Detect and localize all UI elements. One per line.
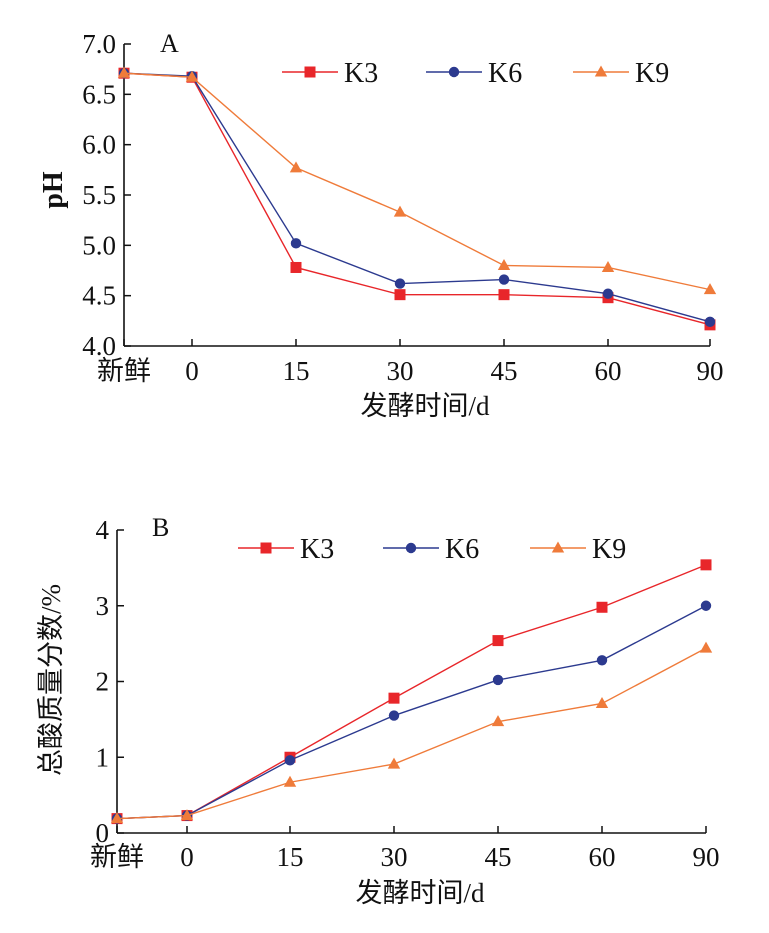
- x-tick-label: 0: [185, 356, 199, 386]
- data-point-k9: [185, 70, 199, 82]
- data-point-k9: [289, 161, 303, 173]
- data-point-k6: [602, 288, 614, 299]
- y-tick-label: 4.5: [82, 281, 116, 311]
- x-tick-label: 90: [693, 842, 720, 872]
- y-tick-label: 6.5: [82, 79, 116, 109]
- x-axis-label-b: 发酵时间/d: [355, 878, 485, 908]
- data-point-k6: [492, 674, 504, 686]
- data-point-k6: [498, 274, 510, 285]
- x-tick-label: 15: [277, 842, 304, 872]
- x-tick-label: 60: [589, 842, 616, 872]
- data-point-k9: [180, 809, 194, 821]
- x-tick-label: 新鲜: [97, 356, 151, 386]
- data-point-k3: [596, 601, 608, 613]
- y-axis-label-a: pH: [38, 171, 69, 209]
- y-tick-label: 5.5: [82, 180, 116, 210]
- x-tick-label: 15: [283, 356, 310, 386]
- data-point-k6: [388, 710, 400, 721]
- legend-label-k6: K6: [488, 58, 522, 89]
- data-point-k3: [700, 559, 712, 571]
- x-axis-label-a: 发酵时间/d: [360, 391, 490, 421]
- data-point-k9: [491, 715, 505, 727]
- panel-label-b: B: [152, 513, 169, 542]
- x-tick-label: 45: [491, 356, 518, 386]
- series-line-k3: [116, 564, 707, 820]
- y-tick-label: 2: [96, 667, 110, 697]
- data-point-k3: [388, 692, 400, 704]
- data-point-k6: [284, 755, 296, 766]
- data-point-k9: [699, 641, 713, 653]
- series-line-k6: [123, 72, 711, 323]
- data-point-k9: [595, 696, 609, 708]
- y-tick-label: 0: [96, 818, 110, 848]
- data-point-k6: [704, 316, 716, 328]
- data-point-k6: [290, 238, 302, 249]
- data-point-k9: [497, 258, 511, 270]
- y-tick-label: 4.0: [82, 331, 116, 361]
- chart-panel-a: A pH 发酵时间/d 4.0 4.5 5.0 5.5 6.0 6.5 7.0 新鲜 0 15 30…: [38, 29, 724, 421]
- data-point-k9: [393, 205, 407, 217]
- data-point-k9: [117, 66, 131, 78]
- data-point-k9: [601, 260, 615, 272]
- series-line-k9: [123, 72, 711, 291]
- legend-label-k6: K6: [445, 534, 479, 565]
- legend-marker-k9: [551, 541, 565, 553]
- legend-marker-k3: [260, 542, 272, 554]
- data-point-k9: [703, 283, 717, 295]
- data-point-k3: [492, 635, 504, 647]
- legend-label-k3: K3: [300, 534, 334, 565]
- x-tick-label: 60: [595, 356, 622, 386]
- data-point-k9: [387, 757, 401, 769]
- y-tick-label: 3: [96, 591, 110, 621]
- x-tick-label: 45: [485, 842, 512, 872]
- x-tick-label: 90: [697, 356, 724, 386]
- y-tick-label: 7.0: [82, 29, 116, 59]
- y-axis-label-b: 总酸质量分数/%: [36, 584, 66, 776]
- data-point-k3: [394, 289, 406, 301]
- x-tick-label: 30: [387, 356, 414, 386]
- legend-marker-k3: [304, 66, 316, 78]
- x-tick-label: 0: [180, 842, 194, 872]
- data-point-k9: [283, 775, 297, 787]
- data-point-k3: [498, 289, 510, 301]
- series-line-k9: [116, 647, 707, 820]
- legend-label-k9: K9: [592, 534, 626, 565]
- panel-label-a: A: [160, 29, 179, 58]
- y-tick-label: 1: [96, 742, 110, 772]
- data-point-k9: [110, 812, 124, 824]
- y-tick-label: 4: [96, 515, 110, 545]
- data-point-k3: [290, 261, 302, 273]
- legend-marker-k6: [448, 66, 460, 78]
- legend-label-k3: K3: [344, 58, 378, 89]
- data-point-k6: [596, 655, 608, 666]
- legend-label-k9: K9: [635, 58, 669, 89]
- series-line-k3: [123, 72, 711, 326]
- legend-marker-k6: [405, 542, 417, 554]
- y-tick-label: 5.0: [82, 230, 116, 260]
- legend-marker-k9: [594, 65, 608, 77]
- series-line-k6: [116, 605, 707, 820]
- x-tick-label: 30: [381, 842, 408, 872]
- y-tick-label: 6.0: [82, 130, 116, 160]
- x-tick-label: 新鲜: [90, 842, 144, 872]
- data-point-k6: [394, 278, 406, 289]
- data-point-k6: [700, 600, 712, 611]
